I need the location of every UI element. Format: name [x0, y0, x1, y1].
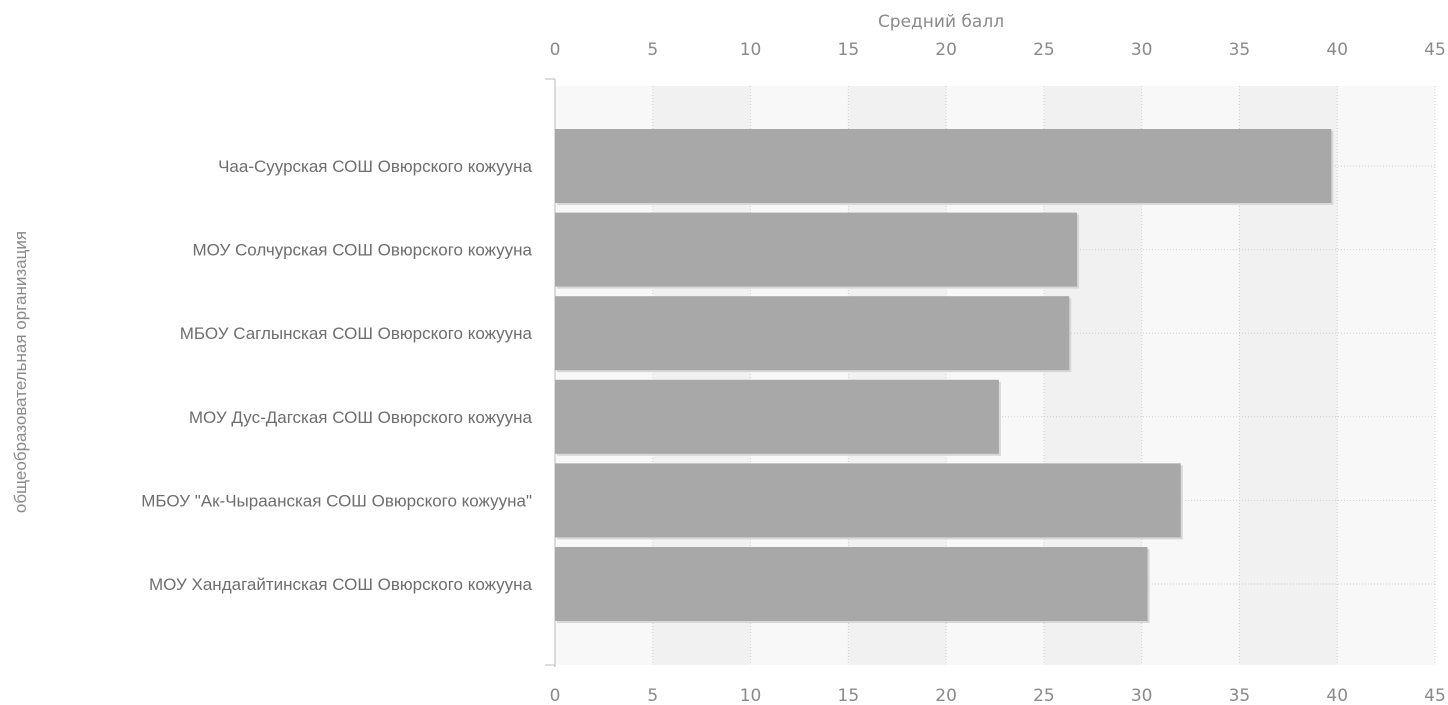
plot-band — [1337, 86, 1435, 665]
category-label: МБОУ "Ак-Чыраанская СОШ Овюрского кожуун… — [141, 491, 532, 510]
x-tick-label-bottom: 25 — [1033, 686, 1055, 705]
x-tick-label-top: 40 — [1326, 40, 1348, 60]
bar — [555, 129, 1332, 203]
bar — [555, 463, 1181, 538]
x-tick-label-bottom: 45 — [1424, 686, 1446, 705]
x-tick-label-top: 45 — [1424, 40, 1446, 60]
category-label: МОУ Дус-Дагская СОШ Овюрского кожууна — [189, 408, 533, 427]
category-label: МОУ Хандагайтинская СОШ Овюрского кожуун… — [149, 575, 533, 594]
bar — [555, 296, 1070, 371]
bar — [555, 547, 1148, 621]
x-tick-label-bottom: 5 — [647, 686, 658, 705]
bars — [555, 129, 1334, 623]
x-tick-label-top: 35 — [1229, 40, 1251, 60]
bar — [555, 379, 999, 454]
bottom-tick-labels: 0 5 10 15 20 25 30 35 40 45 — [550, 686, 1446, 705]
x-tick-label-top: 0 — [550, 40, 561, 60]
top-tick-labels: 0 5 10 15 20 25 30 35 40 45 — [550, 40, 1446, 60]
bar — [555, 212, 1078, 287]
x-tick-label-top: 15 — [838, 40, 860, 60]
x-tick-label-top: 10 — [740, 40, 762, 60]
y-axis-title: общеобразовательная организация — [11, 231, 30, 513]
x-tick-label-bottom: 30 — [1131, 686, 1153, 705]
x-axis-title: Средний балл — [878, 12, 1004, 32]
x-tick-label-bottom: 40 — [1326, 686, 1348, 705]
x-tick-label-top: 20 — [935, 40, 957, 60]
category-label: МОУ Солчурская СОШ Овюрского кожууна — [192, 241, 532, 260]
x-tick-label-bottom: 15 — [838, 686, 860, 705]
x-tick-label-top: 5 — [647, 40, 658, 60]
x-tick-label-bottom: 20 — [935, 686, 957, 705]
x-tick-label-bottom: 10 — [740, 686, 762, 705]
x-tick-label-top: 30 — [1131, 40, 1153, 60]
category-label: МБОУ Саглынская СОШ Овюрского кожууна — [180, 324, 533, 343]
x-tick-label-bottom: 35 — [1229, 686, 1251, 705]
category-labels: Чаа-Суурская СОШ Овюрского кожууна МОУ Со… — [141, 157, 532, 594]
x-tick-label-top: 25 — [1033, 40, 1055, 60]
axes — [545, 78, 556, 667]
x-tick-label-bottom: 0 — [550, 686, 561, 705]
category-label: Чаа-Суурская СОШ Овюрского кожууна — [218, 157, 532, 176]
